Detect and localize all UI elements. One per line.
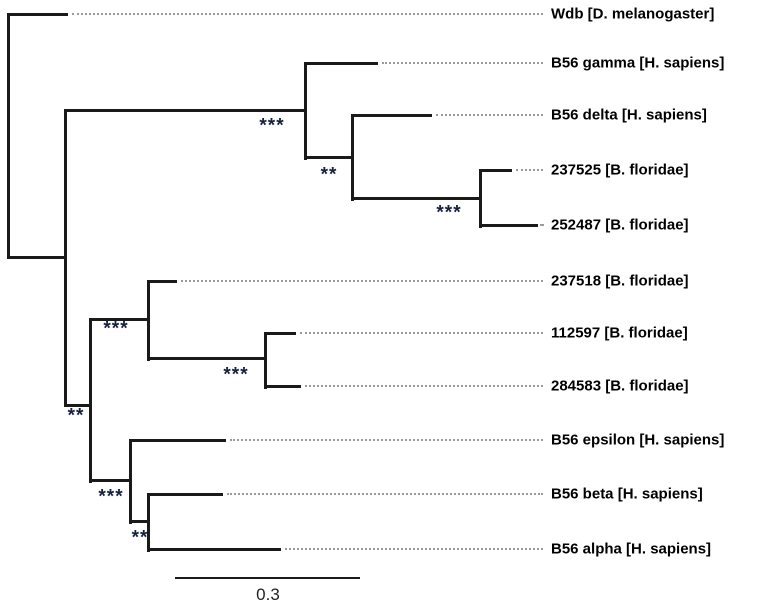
branch-stem-cladeB xyxy=(64,404,92,407)
branch-stem-n1 xyxy=(7,256,65,259)
leader-line-beta xyxy=(227,493,543,495)
taxon-label-112597: 112597 [B. floridae] xyxy=(551,324,688,342)
taxon-label-284583: 284583 [B. floridae] xyxy=(551,377,689,395)
leader-line-epsilon xyxy=(230,439,543,441)
branch-floridae-clade-vertical xyxy=(147,280,150,361)
branch-112597 xyxy=(264,332,296,335)
branch-n1-vertical xyxy=(64,109,67,407)
support-mark-floridae-clade: *** xyxy=(103,318,129,340)
branch-beta-alpha-vertical xyxy=(147,493,150,552)
taxon-label-237525: 237525 [B. floridae] xyxy=(551,161,689,179)
taxon-label-wdb: Wdb [D. melanogaster] xyxy=(551,5,715,23)
branch-delta-clade-vertical xyxy=(351,114,354,201)
branch-floridae-pair1-vertical xyxy=(479,169,482,228)
taxon-label-252487: 252487 [B. floridae] xyxy=(551,216,689,234)
branch-b56alpha xyxy=(147,548,281,551)
branch-252487 xyxy=(479,224,538,227)
branch-stem-floridae-clade xyxy=(89,318,150,321)
leader-line-gamma xyxy=(382,62,543,64)
branch-stem-floridae-pair1 xyxy=(351,197,482,200)
support-mark-delta-clade: ** xyxy=(320,164,338,186)
branch-stem-human-clade xyxy=(89,479,132,482)
leader-line-112597 xyxy=(300,332,543,334)
support-mark-floridae-pair1: *** xyxy=(436,202,462,224)
support-mark-beta-alpha: ** xyxy=(131,527,149,549)
branch-b56gamma xyxy=(304,62,378,65)
branch-root-vertical xyxy=(7,13,10,259)
branch-stem-delta-clade xyxy=(304,156,354,159)
taxon-label-b56delta: B56 delta [H. sapiens] xyxy=(551,106,707,124)
leader-line-alpha xyxy=(285,548,543,550)
branch-237525 xyxy=(479,169,512,172)
branch-cladeA-vertical xyxy=(304,62,307,160)
branch-stem-beta-alpha xyxy=(129,520,150,523)
scale-bar-label: 0.3 xyxy=(256,585,280,604)
branch-wdb xyxy=(8,13,68,16)
branch-floridae-pair2-vertical xyxy=(264,332,267,389)
branch-cladeB-vertical xyxy=(89,318,92,483)
taxon-label-b56gamma: B56 gamma [H. sapiens] xyxy=(551,54,725,72)
support-mark-cladeB: ** xyxy=(67,405,85,427)
support-mark-floridae-pair2: *** xyxy=(223,364,249,386)
support-mark-human-clade: *** xyxy=(98,486,124,508)
scale-bar xyxy=(175,577,360,579)
branch-237518 xyxy=(147,280,177,283)
leader-line-237518 xyxy=(181,280,543,282)
branch-human-clade-vertical xyxy=(129,439,132,524)
branch-284583 xyxy=(264,385,301,388)
support-mark-cladeA: *** xyxy=(259,115,285,137)
taxon-label-237518: 237518 [B. floridae] xyxy=(551,272,689,290)
leader-line-delta xyxy=(436,114,543,116)
taxon-label-b56alpha: B56 alpha [H. sapiens] xyxy=(551,540,712,558)
leader-line-wdb xyxy=(72,13,543,15)
branch-stem-cladeA xyxy=(64,109,307,112)
branch-b56epsilon xyxy=(129,439,226,442)
taxon-label-b56epsilon: B56 epsilon [H. sapiens] xyxy=(551,431,725,449)
leader-line-237525 xyxy=(516,169,543,171)
leader-line-284583 xyxy=(305,385,543,387)
branch-b56beta xyxy=(147,493,223,496)
leader-line-252487 xyxy=(540,224,544,226)
branch-b56delta xyxy=(351,114,432,117)
taxon-label-b56beta: B56 beta [H. sapiens] xyxy=(551,485,703,503)
branch-stem-floridae-pair2 xyxy=(147,357,267,360)
